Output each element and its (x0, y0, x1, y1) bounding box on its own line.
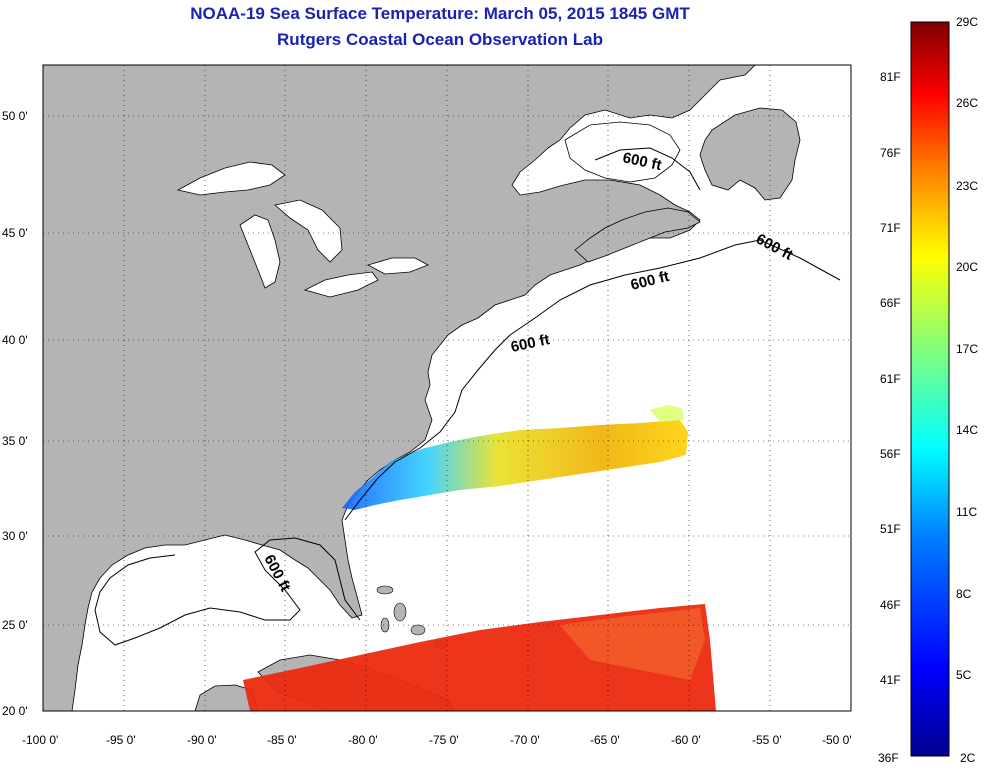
colorbar-celsius-label: 8C (956, 587, 972, 601)
map-subtitle: Rutgers Coastal Ocean Observation Lab (277, 30, 603, 49)
gulf-st-lawrence (564, 121, 681, 183)
lat-tick-label: 35 0' (2, 434, 28, 448)
lat-tick-labels: 50 0' 45 0' 40 0' 35 0' 30 0' 25 0' 20 0… (2, 109, 28, 718)
colorbar-celsius-label: 29C (956, 15, 978, 29)
lat-tick-label: 40 0' (2, 333, 28, 347)
north-america-land (43, 65, 756, 711)
map-border (42, 64, 852, 712)
lon-tick-label: -80 0' (348, 733, 378, 747)
depth-contours (94, 147, 841, 646)
colorbar-celsius-label: 2C (960, 751, 976, 765)
colorbar-fahrenheit-label: 66F (880, 296, 901, 310)
colorbar-celsius-label: 20C (956, 260, 978, 274)
lon-tick-label: -55 0' (752, 733, 782, 747)
colorbar-fahrenheit-labels: 81F 76F 71F 66F 61F 56F 51F 46F 41F 36F (878, 70, 901, 765)
colorbar-fahrenheit-label: 76F (880, 146, 901, 160)
colorbar-celsius-label: 11C (956, 505, 977, 519)
sst-band-mid-atlantic (342, 420, 688, 510)
yucatan-land (194, 684, 259, 711)
lat-tick-label: 50 0' (2, 109, 28, 123)
colorbar-fahrenheit-label: 41F (880, 673, 901, 687)
sst-band-caribbean-east (560, 608, 705, 680)
lon-tick-label: -50 0' (822, 733, 852, 747)
lon-tick-label: -60 0' (671, 733, 701, 747)
lon-tick-label: -90 0' (187, 733, 217, 747)
lon-tick-label: -100 0' (22, 733, 58, 747)
colorbar-celsius-label: 14C (956, 423, 978, 437)
colorbar-celsius-labels: 29C 26C 23C 20C 17C 14C 11C 8C 5C 2C (956, 15, 978, 765)
colorbar-fahrenheit-label: 36F (878, 751, 899, 765)
lat-tick-label: 30 0' (2, 529, 28, 543)
colorbar-fahrenheit-label: 51F (880, 522, 901, 536)
lat-tick-label: 25 0' (2, 618, 28, 632)
colorbar-fahrenheit-label: 46F (880, 598, 901, 612)
colorbar-fahrenheit-label: 61F (880, 372, 901, 386)
lon-tick-label: -95 0' (106, 733, 136, 747)
bahamas-islands (376, 585, 447, 650)
colorbar-celsius-label: 17C (956, 342, 978, 356)
colorbar (910, 21, 950, 757)
nova-scotia-land (574, 207, 701, 263)
lat-tick-label: 20 0' (2, 704, 28, 718)
colorbar-fahrenheit-label: 56F (880, 447, 901, 461)
newfoundland-land (699, 107, 801, 201)
lat-tick-label: 45 0' (2, 226, 28, 240)
lon-tick-label: -65 0' (590, 733, 620, 747)
colorbar-fahrenheit-label: 81F (880, 70, 901, 84)
lon-tick-label: -70 0' (510, 733, 540, 747)
lon-tick-labels: -100 0' -95 0' -90 0' -85 0' -80 0' -75 … (22, 733, 852, 747)
sst-band-north-patch (650, 405, 684, 422)
colorbar-celsius-label: 23C (956, 179, 978, 193)
colorbar-fahrenheit-label: 71F (880, 221, 901, 235)
map-title: NOAA-19 Sea Surface Temperature: March 0… (190, 4, 690, 23)
lon-tick-label: -85 0' (267, 733, 297, 747)
colorbar-celsius-label: 26C (956, 96, 978, 110)
great-lakes (176, 161, 429, 298)
lon-tick-label: -75 0' (429, 733, 459, 747)
colorbar-celsius-label: 5C (956, 668, 972, 682)
